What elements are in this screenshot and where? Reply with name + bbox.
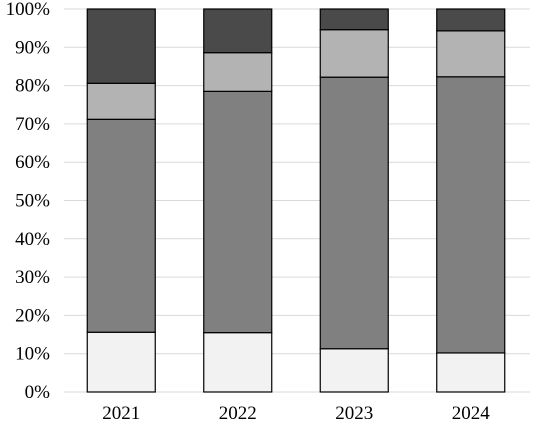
- y-tick-label: 30%: [15, 267, 50, 288]
- y-tick-label: 80%: [15, 76, 50, 97]
- y-tick-label: 50%: [15, 191, 50, 212]
- bar-segment-2023-s4: [319, 8, 389, 31]
- y-tick-label: 20%: [15, 305, 50, 326]
- y-tick-label: 60%: [15, 152, 50, 173]
- bars-layer: [86, 8, 506, 393]
- bar-segment-2023-s3: [319, 29, 389, 78]
- bar-segment-2023-s1: [319, 348, 389, 393]
- bar-segment-2022-s4: [203, 8, 273, 54]
- bar-segment-2022-s3: [203, 52, 273, 92]
- x-axis-labels: 2021 2022 2023 2024: [102, 403, 490, 424]
- bar-segment-2024-s4: [436, 8, 506, 32]
- x-tick-label: 2023: [335, 403, 373, 424]
- x-tick-label: 2024: [452, 403, 491, 424]
- y-tick-label: 10%: [15, 344, 50, 365]
- bar-segment-2023-s2: [319, 76, 389, 350]
- bar-segment-2024-s1: [436, 352, 506, 393]
- y-tick-label: 0%: [25, 382, 51, 403]
- bar-segment-2021-s2: [86, 118, 156, 333]
- y-tick-label: 70%: [15, 114, 50, 135]
- x-tick-label: 2021: [102, 403, 140, 424]
- bar-segment-2022-s1: [203, 332, 273, 393]
- bar-segment-2022-s2: [203, 90, 273, 334]
- bar-segment-2021-s1: [86, 331, 156, 393]
- y-tick-label: 100%: [6, 0, 51, 20]
- bar-segment-2024-s2: [436, 76, 506, 354]
- bar-segment-2021-s3: [86, 82, 156, 120]
- y-tick-label: 90%: [15, 37, 50, 58]
- y-axis-labels: 0% 10% 20% 30% 40% 50% 60% 70% 80% 90% 100%: [6, 0, 51, 403]
- bar-segment-2024-s3: [436, 30, 506, 78]
- x-tick-label: 2022: [219, 403, 257, 424]
- y-tick-label: 40%: [15, 229, 50, 250]
- bar-segment-2021-s4: [86, 8, 156, 84]
